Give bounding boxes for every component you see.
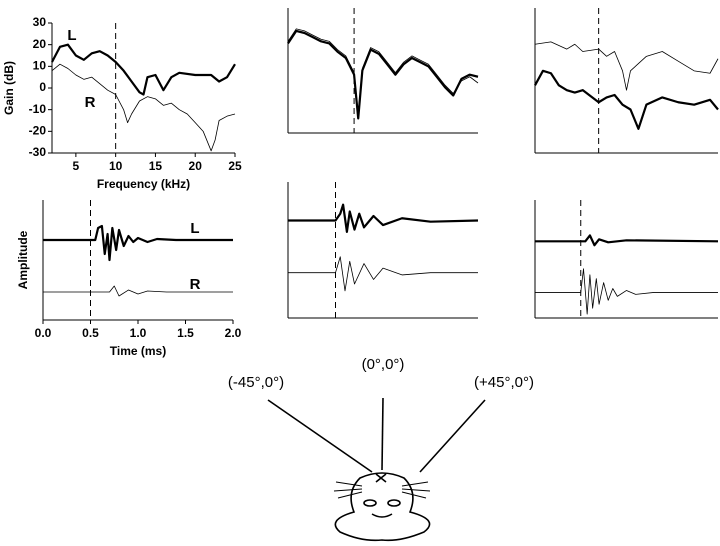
direction-label: (-45°,0°) [228, 374, 284, 391]
x-tick-label: 10 [109, 159, 123, 173]
y-tick-label: 10 [33, 59, 47, 73]
y-tick-label: -20 [29, 124, 47, 138]
y-tick-label: -30 [29, 145, 47, 159]
y-axis-label: Gain (dB) [2, 61, 16, 115]
x-tick-label: 0.0 [35, 326, 52, 340]
x-tick-label: 2.0 [225, 326, 242, 340]
series-line [535, 268, 718, 315]
x-tick-label: 20 [189, 159, 203, 173]
series-line [51, 63, 236, 152]
series-label: R [85, 94, 96, 111]
series-line [43, 224, 233, 262]
y-tick-label: 0 [39, 80, 46, 94]
series-line [534, 41, 719, 91]
series-line [288, 203, 479, 233]
series-label: L [190, 220, 199, 237]
y-tick-label: -10 [29, 102, 47, 116]
series-line [287, 28, 479, 115]
series-line [534, 69, 719, 130]
y-tick-label: 30 [33, 15, 47, 29]
series-label: R [190, 276, 201, 293]
y-tick-label: 20 [33, 37, 47, 51]
cat-drawing [267, 397, 486, 542]
series-label: L [67, 27, 76, 44]
x-tick-label: 25 [228, 159, 242, 173]
series-line [535, 234, 719, 247]
y-axis-label: Amplitude [16, 230, 30, 289]
x-tick-label: 0.5 [82, 326, 99, 340]
series-line [288, 256, 478, 292]
series-line [287, 29, 479, 120]
x-tick-label: 15 [149, 159, 163, 173]
x-tick-label: 5 [73, 159, 80, 173]
series-line [43, 285, 233, 297]
x-tick-label: 1.0 [130, 326, 147, 340]
direction-label: (+45°,0°) [474, 374, 534, 391]
x-axis-label: Frequency (kHz) [97, 177, 190, 191]
x-axis-label: Time (ms) [110, 344, 166, 358]
x-tick-label: 1.5 [177, 326, 194, 340]
series-line [51, 43, 236, 96]
direction-label: (0°,0°) [362, 356, 405, 373]
